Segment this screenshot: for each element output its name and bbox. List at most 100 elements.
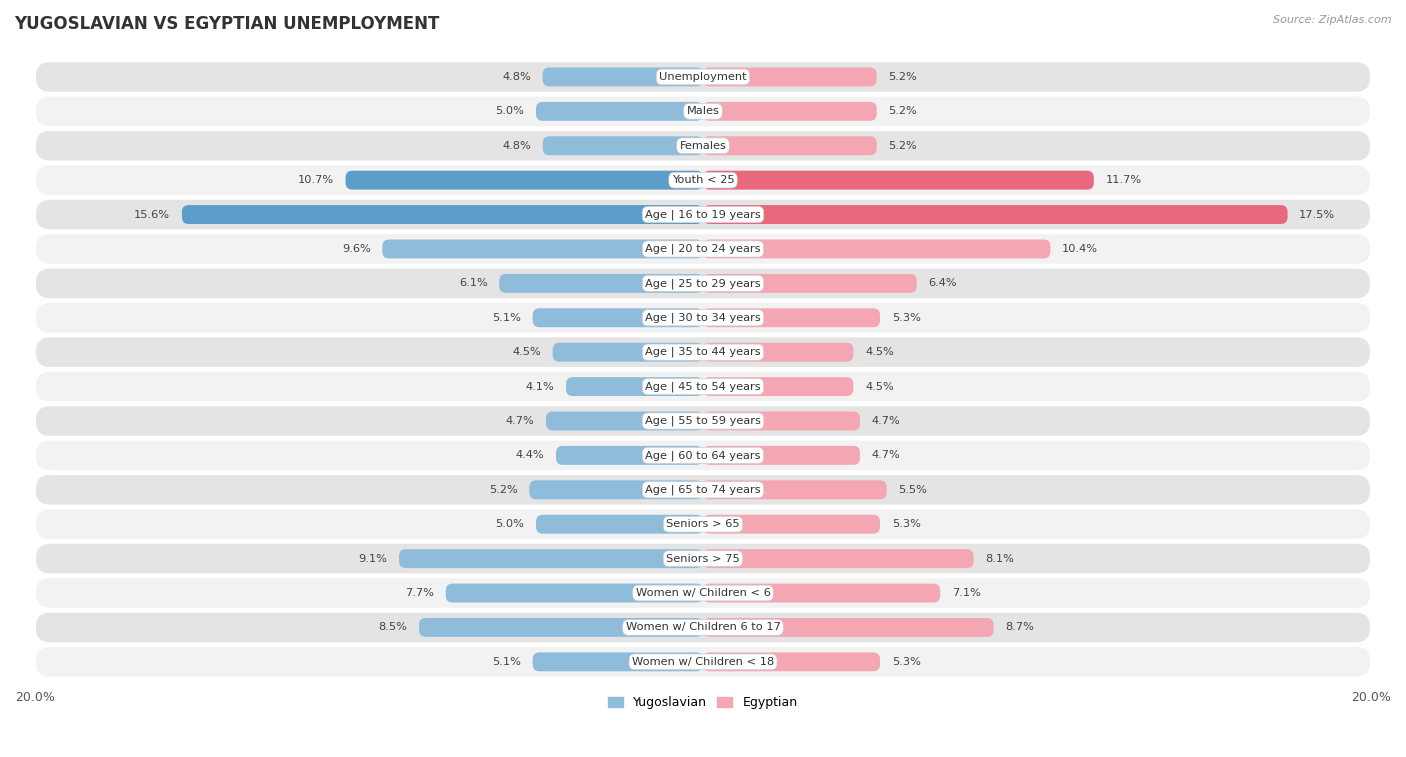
Text: Age | 45 to 54 years: Age | 45 to 54 years xyxy=(645,382,761,392)
Text: 5.3%: 5.3% xyxy=(891,519,921,529)
Text: Age | 60 to 64 years: Age | 60 to 64 years xyxy=(645,450,761,461)
FancyBboxPatch shape xyxy=(35,612,1371,643)
Text: 5.0%: 5.0% xyxy=(495,106,524,117)
Text: 5.3%: 5.3% xyxy=(891,313,921,322)
FancyBboxPatch shape xyxy=(35,267,1371,299)
FancyBboxPatch shape xyxy=(382,239,703,258)
Text: 5.3%: 5.3% xyxy=(891,657,921,667)
Text: Males: Males xyxy=(686,106,720,117)
FancyBboxPatch shape xyxy=(35,440,1371,471)
Text: 5.2%: 5.2% xyxy=(889,106,917,117)
FancyBboxPatch shape xyxy=(703,102,877,121)
Text: 7.1%: 7.1% xyxy=(952,588,981,598)
Text: 5.5%: 5.5% xyxy=(898,484,928,495)
FancyBboxPatch shape xyxy=(446,584,703,603)
FancyBboxPatch shape xyxy=(703,67,877,86)
Text: 4.5%: 4.5% xyxy=(865,347,894,357)
FancyBboxPatch shape xyxy=(703,308,880,327)
FancyBboxPatch shape xyxy=(703,136,877,155)
FancyBboxPatch shape xyxy=(35,130,1371,161)
FancyBboxPatch shape xyxy=(703,584,941,603)
FancyBboxPatch shape xyxy=(703,549,973,568)
FancyBboxPatch shape xyxy=(703,377,853,396)
Text: Age | 55 to 59 years: Age | 55 to 59 years xyxy=(645,416,761,426)
FancyBboxPatch shape xyxy=(399,549,703,568)
FancyBboxPatch shape xyxy=(553,343,703,362)
Text: 9.6%: 9.6% xyxy=(342,244,371,254)
Text: 17.5%: 17.5% xyxy=(1299,210,1336,220)
FancyBboxPatch shape xyxy=(35,336,1371,368)
Text: Age | 20 to 24 years: Age | 20 to 24 years xyxy=(645,244,761,254)
Text: 4.4%: 4.4% xyxy=(516,450,544,460)
Text: 11.7%: 11.7% xyxy=(1105,175,1142,185)
FancyBboxPatch shape xyxy=(536,102,703,121)
FancyBboxPatch shape xyxy=(567,377,703,396)
Text: 4.5%: 4.5% xyxy=(865,382,894,391)
Text: Age | 16 to 19 years: Age | 16 to 19 years xyxy=(645,209,761,220)
Text: 5.2%: 5.2% xyxy=(489,484,517,495)
Text: 4.7%: 4.7% xyxy=(872,450,900,460)
FancyBboxPatch shape xyxy=(35,302,1371,334)
Text: 4.8%: 4.8% xyxy=(502,141,531,151)
FancyBboxPatch shape xyxy=(703,515,880,534)
Text: 8.1%: 8.1% xyxy=(986,553,1014,564)
Text: 8.5%: 8.5% xyxy=(378,622,408,632)
FancyBboxPatch shape xyxy=(35,509,1371,540)
Text: Women w/ Children 6 to 17: Women w/ Children 6 to 17 xyxy=(626,622,780,632)
FancyBboxPatch shape xyxy=(543,136,703,155)
FancyBboxPatch shape xyxy=(35,95,1371,127)
FancyBboxPatch shape xyxy=(35,61,1371,93)
FancyBboxPatch shape xyxy=(529,481,703,500)
Text: Seniors > 65: Seniors > 65 xyxy=(666,519,740,529)
FancyBboxPatch shape xyxy=(35,199,1371,230)
FancyBboxPatch shape xyxy=(703,446,860,465)
FancyBboxPatch shape xyxy=(181,205,703,224)
Text: 5.2%: 5.2% xyxy=(889,72,917,82)
Text: 7.7%: 7.7% xyxy=(405,588,434,598)
Legend: Yugoslavian, Egyptian: Yugoslavian, Egyptian xyxy=(603,691,803,715)
Text: 5.1%: 5.1% xyxy=(492,313,522,322)
FancyBboxPatch shape xyxy=(533,653,703,671)
FancyBboxPatch shape xyxy=(703,412,860,431)
FancyBboxPatch shape xyxy=(35,371,1371,403)
FancyBboxPatch shape xyxy=(543,67,703,86)
FancyBboxPatch shape xyxy=(536,515,703,534)
FancyBboxPatch shape xyxy=(499,274,703,293)
FancyBboxPatch shape xyxy=(35,577,1371,609)
FancyBboxPatch shape xyxy=(35,405,1371,437)
Text: 6.1%: 6.1% xyxy=(458,279,488,288)
FancyBboxPatch shape xyxy=(555,446,703,465)
Text: Age | 65 to 74 years: Age | 65 to 74 years xyxy=(645,484,761,495)
Text: 10.4%: 10.4% xyxy=(1062,244,1098,254)
Text: Age | 35 to 44 years: Age | 35 to 44 years xyxy=(645,347,761,357)
Text: 5.1%: 5.1% xyxy=(492,657,522,667)
FancyBboxPatch shape xyxy=(35,474,1371,506)
Text: 10.7%: 10.7% xyxy=(298,175,333,185)
FancyBboxPatch shape xyxy=(533,308,703,327)
Text: Seniors > 75: Seniors > 75 xyxy=(666,553,740,564)
Text: 4.5%: 4.5% xyxy=(512,347,541,357)
Text: Women w/ Children < 6: Women w/ Children < 6 xyxy=(636,588,770,598)
Text: 9.1%: 9.1% xyxy=(359,553,387,564)
FancyBboxPatch shape xyxy=(703,481,887,500)
Text: Females: Females xyxy=(679,141,727,151)
FancyBboxPatch shape xyxy=(419,618,703,637)
FancyBboxPatch shape xyxy=(703,205,1288,224)
Text: Youth < 25: Youth < 25 xyxy=(672,175,734,185)
Text: Women w/ Children < 18: Women w/ Children < 18 xyxy=(631,657,775,667)
Text: 4.7%: 4.7% xyxy=(872,416,900,426)
FancyBboxPatch shape xyxy=(35,543,1371,575)
Text: 4.7%: 4.7% xyxy=(506,416,534,426)
FancyBboxPatch shape xyxy=(703,274,917,293)
Text: 6.4%: 6.4% xyxy=(928,279,957,288)
Text: Unemployment: Unemployment xyxy=(659,72,747,82)
FancyBboxPatch shape xyxy=(35,646,1371,678)
FancyBboxPatch shape xyxy=(703,618,994,637)
FancyBboxPatch shape xyxy=(703,170,1094,189)
FancyBboxPatch shape xyxy=(703,239,1050,258)
Text: 15.6%: 15.6% xyxy=(134,210,170,220)
Text: 4.1%: 4.1% xyxy=(526,382,554,391)
Text: 8.7%: 8.7% xyxy=(1005,622,1035,632)
Text: 4.8%: 4.8% xyxy=(502,72,531,82)
FancyBboxPatch shape xyxy=(546,412,703,431)
